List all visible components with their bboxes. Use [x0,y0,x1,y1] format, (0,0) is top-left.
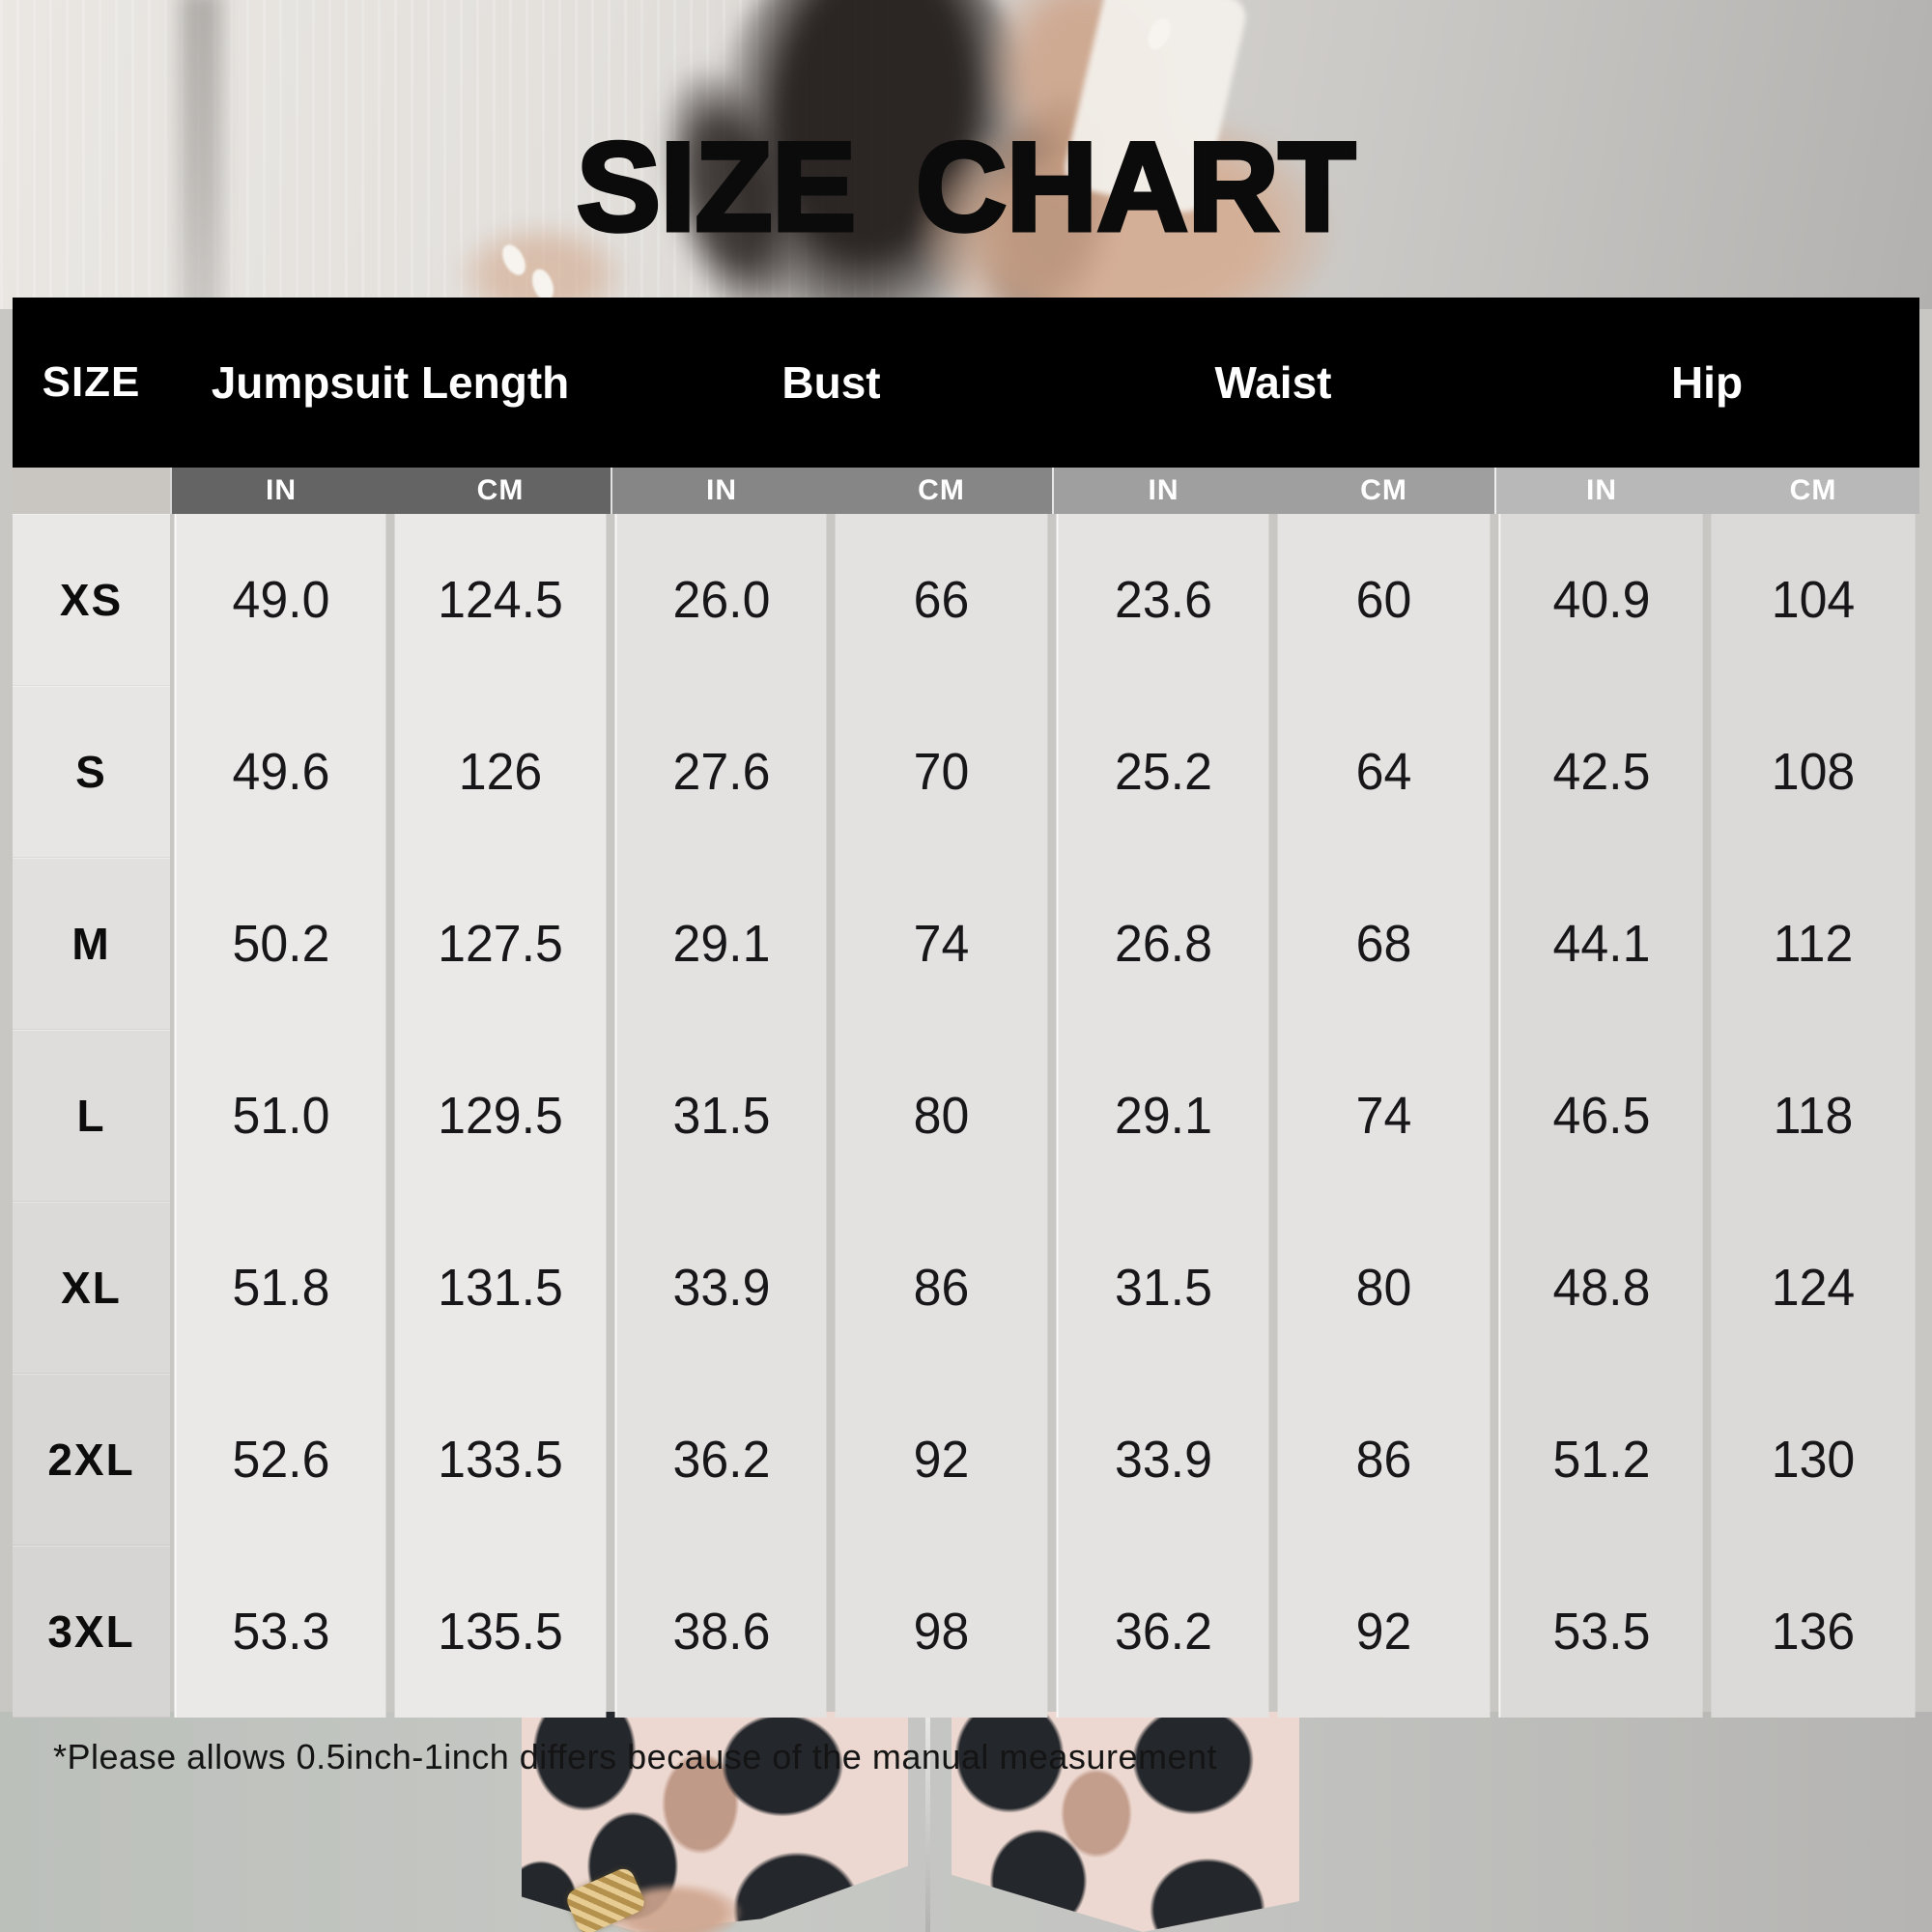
value-cell: 49.0 [174,514,386,686]
unit-in-hip: IN [1494,468,1707,514]
unit-header-row: IN CM IN CM IN CM IN CM [13,468,1919,514]
value-cell: 66 [835,514,1048,686]
table-header-row: SIZE Jumpsuit Length Bust Waist Hip [13,298,1919,468]
value-cell: 118 [1711,1030,1916,1202]
unit-in-jumpsuit: IN [170,468,390,514]
size-cell: XL [13,1202,170,1374]
value-cell: 92 [835,1374,1048,1546]
header-hip: Hip [1670,357,1744,408]
table-row: XL 51.8 131.5 33.9 86 31.5 80 48.8 124 [13,1202,1919,1374]
size-cell: L [13,1030,170,1202]
value-cell: 131.5 [394,1202,607,1374]
value-cell: 108 [1711,686,1916,858]
value-cell: 36.2 [614,1374,827,1546]
value-cell: 124.5 [394,514,607,686]
page-title: SIZE CHART [575,116,1358,257]
value-cell: 53.5 [1498,1546,1703,1718]
table-row: 3XL 53.3 135.5 38.6 98 36.2 92 53.5 136 [13,1546,1919,1718]
table-body: XS 49.0 124.5 26.0 66 23.6 60 40.9 104 S 49.6 126 27… [13,514,1919,1718]
value-cell: 92 [1277,1546,1491,1718]
value-cell: 80 [835,1030,1048,1202]
value-cell: 27.6 [614,686,827,858]
value-cell: 86 [835,1202,1048,1374]
unit-cm-bust: CM [831,468,1052,514]
value-cell: 86 [1277,1374,1491,1546]
value-cell: 129.5 [394,1030,607,1202]
value-cell: 29.1 [614,858,827,1030]
header-bust: Bust [781,357,881,408]
unit-in-waist: IN [1052,468,1273,514]
size-cell: M [13,858,170,1030]
value-cell: 80 [1277,1202,1491,1374]
value-cell: 127.5 [394,858,607,1030]
unit-cm-hip: CM [1707,468,1919,514]
header-jumpsuit-length: Jumpsuit Length [211,357,570,408]
table-row: XS 49.0 124.5 26.0 66 23.6 60 40.9 104 [13,514,1919,686]
value-cell: 36.2 [1056,1546,1269,1718]
value-cell: 98 [835,1546,1048,1718]
unit-spacer [13,468,170,514]
value-cell: 25.2 [1056,686,1269,858]
value-cell: 136 [1711,1546,1916,1718]
table-row: L 51.0 129.5 31.5 80 29.1 74 46.5 118 [13,1030,1919,1202]
value-cell: 135.5 [394,1546,607,1718]
value-cell: 48.8 [1498,1202,1703,1374]
size-cell: 2XL [13,1374,170,1546]
value-cell: 29.1 [1056,1030,1269,1202]
value-cell: 133.5 [394,1374,607,1546]
value-cell: 46.5 [1498,1030,1703,1202]
door-edge [180,0,222,319]
value-cell: 112 [1711,858,1916,1030]
unit-cm-jumpsuit: CM [390,468,611,514]
value-cell: 51.0 [174,1030,386,1202]
value-cell: 23.6 [1056,514,1269,686]
value-cell: 126 [394,686,607,858]
value-cell: 44.1 [1498,858,1703,1030]
value-cell: 60 [1277,514,1491,686]
size-chart-table: SIZE Jumpsuit Length Bust Waist Hip IN C… [13,298,1919,1718]
value-cell: 38.6 [614,1546,827,1718]
value-cell: 50.2 [174,858,386,1030]
unit-cm-waist: CM [1273,468,1494,514]
value-cell: 31.5 [614,1030,827,1202]
measurement-footnote: *Please allows 0.5inch-1inch differs bec… [53,1737,1217,1776]
value-cell: 74 [1277,1030,1491,1202]
size-cell: 3XL [13,1546,170,1718]
value-cell: 31.5 [1056,1202,1269,1374]
value-cell: 51.2 [1498,1374,1703,1546]
value-cell: 26.8 [1056,858,1269,1030]
header-waist: Waist [1214,357,1332,408]
wall-seam [925,1712,930,1932]
value-cell: 104 [1711,514,1916,686]
size-cell: S [13,686,170,858]
value-cell: 53.3 [174,1546,386,1718]
value-cell: 70 [835,686,1048,858]
header-size: SIZE [42,358,141,406]
table-row: S 49.6 126 27.6 70 25.2 64 42.5 108 [13,686,1919,858]
value-cell: 130 [1711,1374,1916,1546]
size-cell: XS [13,514,170,686]
value-cell: 49.6 [174,686,386,858]
value-cell: 124 [1711,1202,1916,1374]
table-row: 2XL 52.6 133.5 36.2 92 33.9 86 51.2 130 [13,1374,1919,1546]
background-photo-bottom [0,1712,1932,1932]
value-cell: 33.9 [614,1202,827,1374]
value-cell: 74 [835,858,1048,1030]
value-cell: 68 [1277,858,1491,1030]
value-cell: 26.0 [614,514,827,686]
value-cell: 42.5 [1498,686,1703,858]
value-cell: 51.8 [174,1202,386,1374]
table-row: M 50.2 127.5 29.1 74 26.8 68 44.1 112 [13,858,1919,1030]
value-cell: 40.9 [1498,514,1703,686]
unit-in-bust: IN [611,468,831,514]
value-cell: 33.9 [1056,1374,1269,1546]
value-cell: 52.6 [174,1374,386,1546]
value-cell: 64 [1277,686,1491,858]
leopard-pant-leg-right [952,1712,1299,1932]
background-photo-top [0,0,1932,376]
